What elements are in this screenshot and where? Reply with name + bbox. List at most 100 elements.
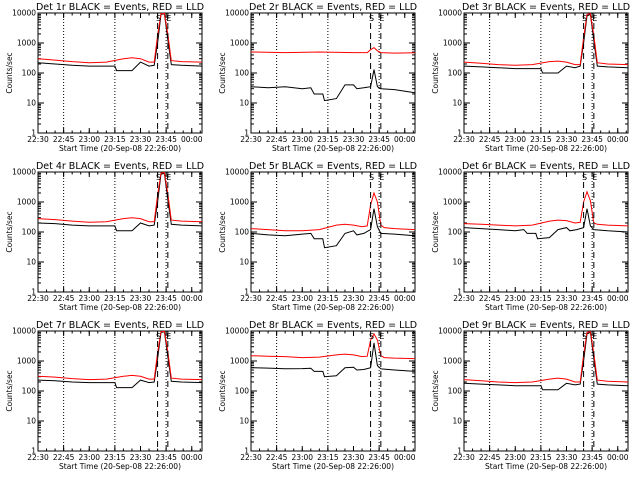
end-annotation: E (592, 173, 597, 182)
x-axis-label: Start Time (20-Sep-08 22:26:00) (485, 462, 607, 471)
x-tick-label: 23:15 (104, 135, 126, 144)
events-series-line (250, 342, 416, 378)
y-tick-label: 100 (235, 228, 250, 237)
y-tick-label: 10 (239, 99, 249, 108)
chart-title: Det 1r BLACK = Events, RED = LLD (36, 2, 204, 13)
y-tick-label: 1 (244, 288, 249, 297)
y-tick-label: 10000 (438, 9, 462, 18)
x-tick-label: 22:30 (27, 294, 49, 303)
x-axis-label: Start Time (20-Sep-08 22:26:00) (59, 303, 181, 312)
x-tick-label: 23:45 (581, 135, 603, 144)
x-tick-label: 23:45 (581, 453, 603, 462)
y-axis-label: Counts/sec (431, 211, 440, 252)
start-annotation: S (156, 332, 161, 341)
y-tick-label: 100 (448, 387, 463, 396)
x-tick-label: 22:30 (240, 294, 262, 303)
y-tick-label: 10000 (225, 168, 249, 177)
chart-panel-5: Det 5r BLACK = Events, RED = LLD 1 10 100 10… (218, 161, 417, 312)
y-tick-label: 1000 (443, 198, 462, 207)
y-tick-label: 10 (26, 417, 36, 426)
end-annotation: E (166, 173, 171, 182)
x-tick-label: 22:45 (266, 135, 288, 144)
plot-frame (250, 171, 416, 293)
x-axis-label: Start Time (20-Sep-08 22:26:00) (59, 144, 181, 153)
x-tick-label: 23:30 (343, 294, 365, 303)
x-tick-label: 22:45 (266, 294, 288, 303)
x-tick-label: 23:15 (104, 294, 126, 303)
x-axis-label: Start Time (20-Sep-08 22:26:00) (485, 144, 607, 153)
end-annotation: E (592, 332, 597, 341)
y-axis-label: Counts/sec (218, 370, 227, 411)
y-tick-label: 1000 (17, 39, 36, 48)
x-tick-label: 23:15 (317, 453, 339, 462)
x-tick-label: 22:30 (453, 294, 475, 303)
y-tick-label: 10000 (12, 327, 36, 336)
x-tick-label: 23:30 (343, 135, 365, 144)
x-tick-label: 00:00 (181, 453, 203, 462)
y-tick-label: 10 (26, 258, 36, 267)
y-tick-label: 1000 (17, 198, 36, 207)
x-tick-label: 23:00 (504, 135, 526, 144)
chart-panel-7: Det 7r BLACK = Events, RED = LLD 1 10 100 10… (5, 320, 204, 471)
lld-series-line (463, 331, 629, 384)
chart-title: Det 4r BLACK = Events, RED = LLD (36, 161, 204, 172)
y-tick-label: 1 (457, 447, 462, 456)
x-tick-label: 22:30 (27, 135, 49, 144)
start-annotation: S (582, 14, 587, 23)
y-axis-label: Counts/sec (218, 52, 227, 93)
end-annotation: E (166, 332, 171, 341)
x-tick-label: 23:30 (556, 135, 578, 144)
events-series-line (463, 331, 629, 391)
plot-frame (250, 330, 416, 452)
x-tick-label: 22:45 (266, 453, 288, 462)
x-tick-label: 23:00 (504, 294, 526, 303)
y-tick-label: 10 (26, 99, 36, 108)
y-tick-label: 1000 (230, 357, 249, 366)
end-annotation: E (379, 14, 384, 23)
x-tick-label: 23:00 (504, 453, 526, 462)
x-tick-label: 23:00 (78, 294, 100, 303)
x-tick-label: 23:30 (343, 453, 365, 462)
y-tick-label: 10 (239, 417, 249, 426)
x-tick-label: 22:45 (479, 453, 501, 462)
lld-series-line (463, 13, 629, 66)
plot-frame (37, 12, 203, 134)
y-tick-label: 1 (31, 447, 36, 456)
x-axis-label: Start Time (20-Sep-08 22:26:00) (272, 144, 394, 153)
x-tick-label: 23:30 (130, 135, 152, 144)
x-axis-label: Start Time (20-Sep-08 22:26:00) (272, 303, 394, 312)
start-annotation: S (156, 14, 161, 23)
chart-panel-3: Det 3r BLACK = Events, RED = LLD 1 10 100 10… (431, 2, 630, 153)
x-axis-label: Start Time (20-Sep-08 22:26:00) (272, 462, 394, 471)
y-axis-label: Counts/sec (5, 370, 14, 411)
events-series-line (463, 13, 629, 74)
x-tick-label: 22:45 (479, 135, 501, 144)
y-tick-label: 100 (22, 228, 37, 237)
x-tick-label: 23:15 (530, 294, 552, 303)
y-tick-label: 10 (239, 258, 249, 267)
start-annotation: S (156, 173, 161, 182)
x-tick-label: 22:30 (453, 453, 475, 462)
end-annotation: E (379, 173, 384, 182)
y-tick-label: 10000 (438, 327, 462, 336)
y-tick-label: 10 (452, 99, 462, 108)
y-tick-label: 100 (448, 69, 463, 78)
x-tick-label: 23:00 (291, 294, 313, 303)
y-tick-label: 1000 (443, 39, 462, 48)
y-tick-label: 1 (244, 129, 249, 138)
y-tick-label: 100 (235, 387, 250, 396)
y-tick-label: 100 (235, 69, 250, 78)
x-tick-label: 23:45 (368, 135, 390, 144)
y-axis-label: Counts/sec (5, 52, 14, 93)
y-tick-label: 1 (457, 129, 462, 138)
y-axis-label: Counts/sec (431, 52, 440, 93)
x-tick-label: 22:45 (479, 294, 501, 303)
lld-series-line (37, 12, 203, 64)
y-tick-label: 100 (22, 387, 37, 396)
y-tick-label: 10000 (225, 9, 249, 18)
lld-series-line (250, 46, 416, 54)
events-series-line (463, 208, 629, 240)
events-series-line (37, 13, 203, 72)
lld-series-line (463, 190, 629, 227)
